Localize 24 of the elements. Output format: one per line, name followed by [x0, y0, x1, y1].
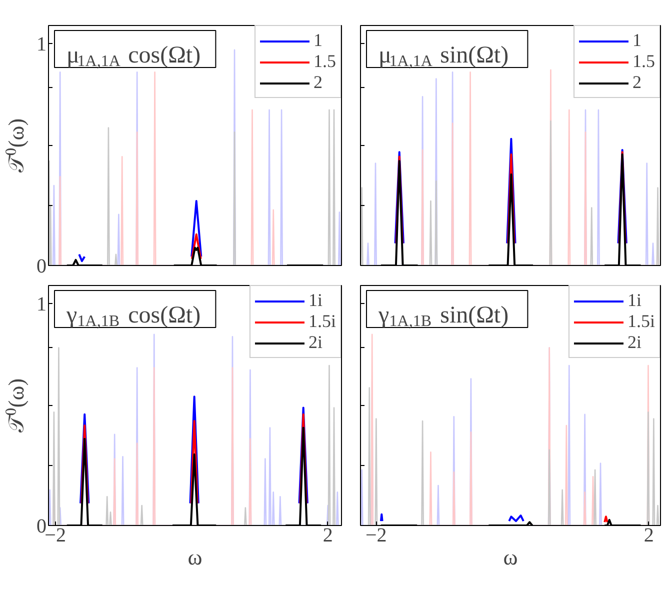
legend-label: 1i: [627, 290, 642, 311]
legend-label: 1.5i: [627, 311, 655, 332]
legend-label: 2i: [308, 332, 324, 353]
y-tick-label: 1: [36, 293, 46, 316]
y-tick-label: 0: [36, 256, 46, 278]
x-tick-label: 2: [322, 524, 333, 546]
legend-label: 2i: [627, 332, 642, 353]
legend-label: 1.5i: [308, 311, 336, 332]
legend-label: 1: [632, 30, 642, 51]
legend-label: 1.5: [632, 51, 655, 72]
y-tick-label: 1: [36, 33, 46, 56]
legend-label: 2: [632, 72, 642, 93]
x-axis-title: ω: [503, 544, 518, 570]
x-axis-title: ω: [188, 544, 202, 570]
legend-label: 1i: [308, 290, 324, 311]
y-tick-label: 0: [36, 516, 46, 538]
legend-label: 1: [314, 30, 324, 51]
legend-label: 2: [314, 72, 324, 93]
y-axis-title: 𝒯⁰(ω): [4, 378, 28, 433]
y-axis-title: 𝒯⁰(ω): [4, 118, 28, 173]
x-tick-label: 2: [644, 524, 654, 546]
x-tick-label: −2: [366, 524, 387, 546]
x-tick-label: −2: [44, 524, 66, 546]
legend-label: 1.5: [314, 51, 336, 72]
